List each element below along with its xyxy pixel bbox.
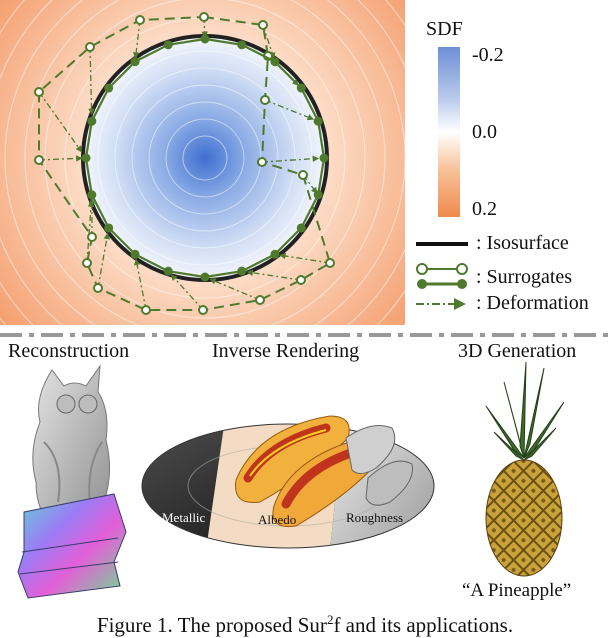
caption-suffix: f and its applications. <box>333 613 514 637</box>
outer-surrogate-node <box>87 232 97 242</box>
inner-surrogate-node <box>163 266 173 276</box>
section-separator <box>0 333 610 337</box>
colorbar-tick-bottom: 0.2 <box>472 198 497 220</box>
outer-surrogate-node <box>135 15 145 25</box>
dash-dot-arrow-icon <box>416 297 466 310</box>
inner-surrogate-node <box>87 116 97 126</box>
deformation-arrow <box>261 155 320 163</box>
inner-surrogate-node <box>296 83 306 93</box>
inner-surrogate-node <box>237 266 247 276</box>
inner-surrogate-node <box>104 223 114 233</box>
inner-surrogate-node <box>296 223 306 233</box>
deformation-arrow <box>246 269 302 281</box>
inner-surrogate-node <box>319 153 329 163</box>
deformation-arrow <box>132 19 141 59</box>
deformation-arrow <box>86 200 95 264</box>
colorbar-tick-top: -0.2 <box>472 44 504 66</box>
pineapple-generation-image <box>485 362 565 577</box>
outer-surrogate-node <box>257 157 267 167</box>
inner-surrogate-node <box>237 40 247 50</box>
deformation-arrow <box>264 99 315 121</box>
inner-contour-ring <box>131 84 279 232</box>
roughness-label: Roughness <box>346 510 404 525</box>
outer-contour-ring <box>24 0 386 325</box>
outer-surrogate-node <box>255 295 265 305</box>
inverse-rendering-title: Inverse Rendering <box>212 340 360 362</box>
outer-surrogate-node <box>85 42 95 52</box>
deformation-arrow <box>38 91 83 153</box>
surrogate-nodes-icon <box>416 263 468 289</box>
inner-contour-ring <box>114 67 296 249</box>
outer-surrogate-node <box>34 87 44 97</box>
inner-contour-ring <box>182 135 228 181</box>
outer-surrogate-node <box>141 305 151 315</box>
outer-surrogate-node <box>199 12 209 22</box>
outer-surrogate-node <box>34 155 44 165</box>
outer-surrogate-node <box>325 258 335 268</box>
legend-deformation-label: : Deformation <box>476 292 589 314</box>
sdf-legend-title: SDF <box>426 18 463 40</box>
outer-surrogate-node <box>258 20 268 30</box>
legend-surrogates-label: : Surrogates <box>476 265 573 288</box>
legend-isosurface: : Isosurface <box>414 232 569 255</box>
inner-contour-ring <box>165 118 245 198</box>
inner-surrogate-node <box>313 116 323 126</box>
isosurface-line-icon <box>416 241 468 246</box>
inner-surrogate-node <box>200 34 210 44</box>
3d-generation-title: 3D Generation <box>458 340 577 362</box>
outer-surrogate-node <box>296 275 306 285</box>
legend-surrogates: : Surrogates <box>414 262 572 292</box>
deformation-arrow <box>97 232 110 289</box>
sdf-colorbar <box>438 47 460 217</box>
inner-surrogate-node <box>130 57 140 67</box>
outer-contour-ring <box>44 0 366 319</box>
outer-surrogate-node <box>198 305 208 315</box>
inner-surrogate-node <box>104 83 114 93</box>
inner-surrogate-node <box>270 249 280 259</box>
inner-contour-ring <box>97 50 313 266</box>
inner-surrogate-node <box>87 190 97 200</box>
inner-surrogate-node <box>200 272 210 282</box>
outer-surrogate-node <box>82 258 92 268</box>
outer-contour-ring <box>4 0 405 325</box>
pineapple-prompt: “A Pineapple” <box>462 580 572 601</box>
reconstruction-title: Reconstruction <box>8 340 130 362</box>
deformation-arrow <box>133 258 147 311</box>
inner-surrogate-node <box>163 40 173 50</box>
inner-surrogate-node <box>270 57 280 67</box>
metallic-label: Metallic <box>162 510 206 525</box>
deformation-arrow <box>209 278 261 301</box>
owl-reconstruction-image <box>17 364 127 599</box>
inner-surrogate-node <box>81 153 91 163</box>
inner-surrogate-node <box>130 249 140 259</box>
outer-surrogate-node <box>93 283 103 293</box>
inner-surrogate-node <box>313 190 323 200</box>
figure-caption: Figure 1. The proposed Sur2f and its app… <box>0 612 610 638</box>
sdf-diagram <box>0 0 405 325</box>
outer-surrogate-polygon <box>34 12 335 315</box>
inner-surrogate-polygon <box>81 34 329 282</box>
albedo-label: Albedo <box>258 512 297 527</box>
caption-prefix: Figure 1. The proposed Sur <box>96 613 327 637</box>
legend-deformation: : Deformation <box>414 292 589 315</box>
inverse-rendering-image: Metallic Albedo Roughness <box>140 398 436 550</box>
outer-surrogate-node <box>260 95 270 105</box>
legend-isosurface-label: : Isosurface <box>476 232 569 254</box>
deformation-arrow <box>170 274 204 311</box>
colorbar-tick-mid: 0.0 <box>472 121 497 143</box>
caption-superscript: 2 <box>326 612 334 627</box>
deformation-arrow <box>88 46 95 116</box>
outer-surrogate-node <box>298 170 308 180</box>
